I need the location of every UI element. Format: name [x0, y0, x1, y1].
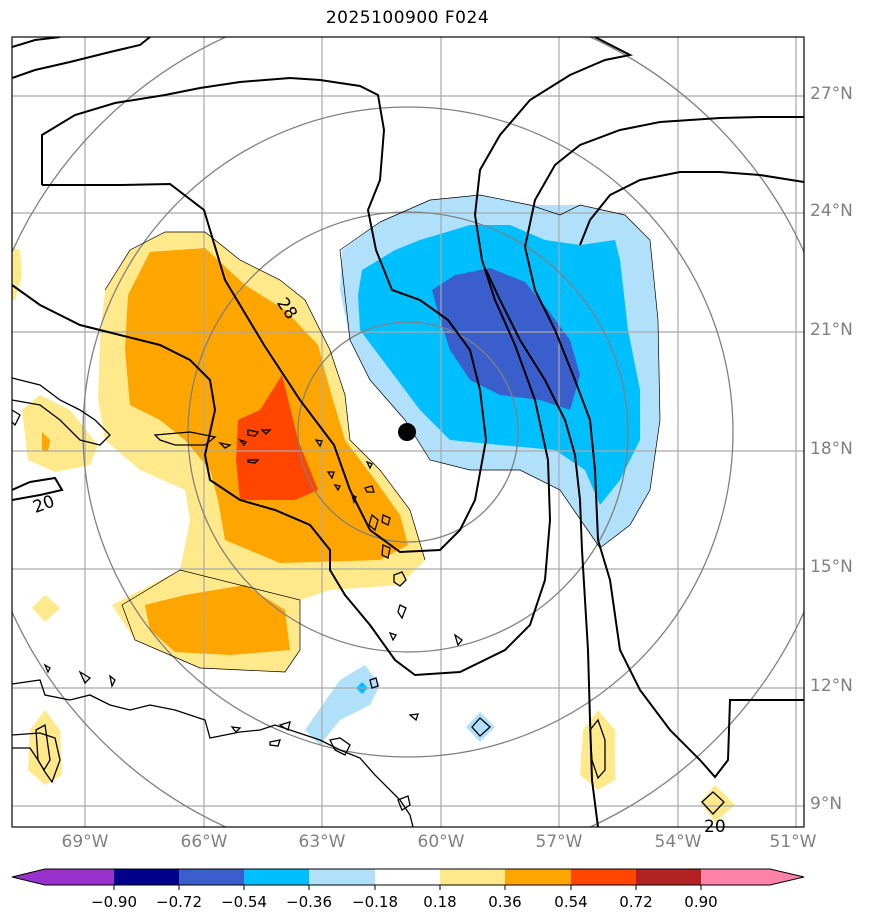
lat-tick-label: 21°N: [810, 320, 853, 340]
colorbar-extend-low: [12, 869, 45, 885]
colorbar-segment: [375, 869, 440, 885]
colorbar-segment: [244, 869, 309, 885]
lat-tick-label: 27°N: [810, 84, 853, 104]
positive-anomaly-field: [12, 232, 735, 822]
lat-tick-label: 24°N: [810, 201, 853, 221]
colorbar-tick-label: −0.54: [221, 893, 267, 911]
colorbar-tick-label: −0.90: [91, 893, 137, 911]
lon-tick-label: 60°W: [417, 832, 465, 852]
lon-tick-label: 63°W: [298, 832, 346, 852]
colorbar-tick-label: 0.72: [619, 893, 653, 911]
lon-tick-label: 51°W: [769, 832, 817, 852]
lon-tick-label: 54°W: [654, 832, 702, 852]
colorbar-segment: [440, 869, 505, 885]
storm-center-marker: [398, 423, 416, 441]
colorbar-tick-label: 0.36: [488, 893, 522, 911]
map-area: [12, 37, 804, 827]
map-title: 2025100900 F024: [325, 8, 490, 28]
contour-label-20-southeast: 20: [704, 817, 726, 837]
colorbar-tick-label: 0.90: [684, 893, 718, 911]
lon-tick-label: 57°W: [535, 832, 583, 852]
colorbar: [11, 868, 805, 890]
colorbar-segment: [114, 869, 179, 885]
colorbar-segment: [636, 869, 701, 885]
colorbar-tick-label: 0.54: [554, 893, 588, 911]
colorbar-extend-high: [770, 869, 804, 885]
lat-tick-label: 12°N: [810, 676, 853, 696]
lon-tick-label: 69°W: [61, 832, 109, 852]
colorbar-tick-label: −0.36: [286, 893, 332, 911]
colorbar-segment: [571, 869, 636, 885]
lon-tick-label: 66°W: [180, 832, 228, 852]
colorbar-tick-label: 0.18: [423, 893, 457, 911]
colorbar-tick-label: −0.72: [156, 893, 202, 911]
shading-outlines: [104, 194, 661, 673]
lat-tick-label: 9°N: [810, 794, 843, 814]
map-frame: [11, 36, 805, 828]
colorbar-segment: [701, 869, 770, 885]
colorbar-segment: [45, 869, 114, 885]
coastlines: [12, 377, 725, 827]
lat-tick-label: 18°N: [810, 439, 853, 459]
colorbar-tick-label: −0.18: [352, 893, 398, 911]
colorbar-outline: [11, 868, 805, 886]
lat-tick-label: 15°N: [810, 557, 853, 577]
map-grid: [12, 37, 804, 827]
colorbar-segment: [505, 869, 571, 885]
colorbar-segment: [309, 869, 375, 885]
colorbar-segment: [179, 869, 244, 885]
height-contours: [12, 37, 804, 827]
